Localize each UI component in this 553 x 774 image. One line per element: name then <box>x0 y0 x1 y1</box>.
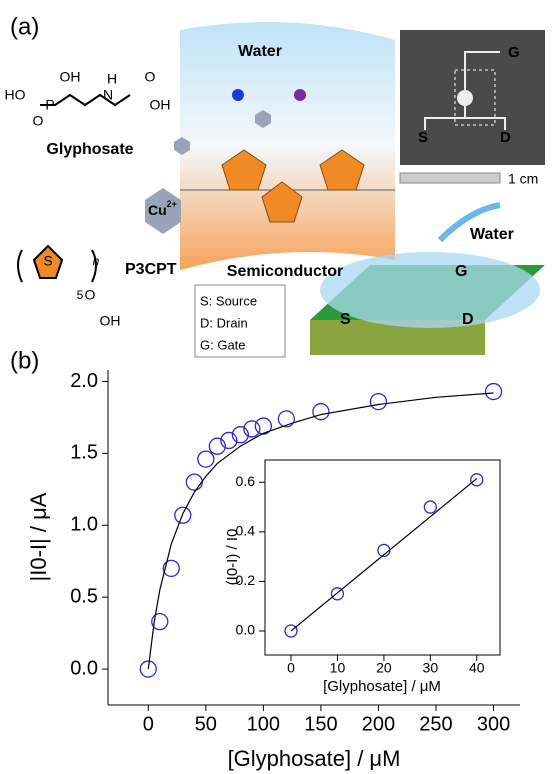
molecule <box>232 89 244 101</box>
atom-label: n <box>93 254 100 268</box>
x-tick-label: 0 <box>143 713 154 735</box>
photo-electrode: D <box>500 129 511 146</box>
x-tick-label: 200 <box>362 713 395 735</box>
molecule <box>294 89 306 101</box>
atom-label: N <box>103 87 113 103</box>
atom-label: OH <box>150 97 171 113</box>
x-axis-label: [Glyphosate] / μM <box>228 746 401 771</box>
y-tick-label: 0.6 <box>236 473 256 489</box>
scale-bar <box>400 173 500 183</box>
gate-pad <box>457 90 473 106</box>
legend-entry: D: Drain <box>200 315 248 330</box>
x-tick-label: 40 <box>469 660 485 676</box>
water-drop <box>320 252 540 328</box>
atom-label: O <box>145 69 156 85</box>
x-tick-label: 250 <box>419 713 452 735</box>
atom-label: H <box>107 71 117 87</box>
device-water: Water <box>470 226 514 243</box>
x-tick-label: 150 <box>304 713 337 735</box>
data-point <box>486 384 502 400</box>
device-electrode: D <box>462 311 474 328</box>
interface-band <box>180 22 395 270</box>
data-point <box>370 394 386 410</box>
y-tick-label: 1.0 <box>70 514 98 536</box>
photo-electrode: S <box>418 129 428 146</box>
x-tick-label: 50 <box>195 713 217 735</box>
x-tick-label: 300 <box>477 713 510 735</box>
y-axis-label: (I0-I) / I0 <box>224 529 241 586</box>
atom-label: OH <box>100 313 121 329</box>
panel-label: (a) <box>10 13 39 40</box>
y-tick-label: 2.0 <box>70 370 98 392</box>
atom-label: HO <box>5 87 26 103</box>
figure: (a) Water Semiconductor Glyphosate Cu2+ … <box>0 0 553 774</box>
water-label: Water <box>238 43 282 60</box>
photo-electrode: G <box>508 44 520 61</box>
y-tick-label: 0.0 <box>70 657 98 679</box>
x-axis-label: [Glyphosate] / μM <box>323 678 441 695</box>
x-tick-label: 10 <box>330 660 346 676</box>
y-tick-label: 0.0 <box>236 622 256 638</box>
y-tick-label: 0.5 <box>70 585 98 607</box>
p3cpt-name: P3CPT <box>125 261 177 278</box>
data-point <box>198 451 214 467</box>
x-tick-label: 100 <box>247 713 280 735</box>
atom-label: O <box>33 113 44 129</box>
legend-entry: G: Gate <box>200 337 246 352</box>
y-axis-label: |I0-I| / μA <box>26 492 51 581</box>
x-tick-label: 0 <box>287 660 295 676</box>
y-tick-label: 1.5 <box>70 442 98 464</box>
glyphosate-name: Glyphosate <box>46 141 133 158</box>
atom-label: OH <box>60 69 81 85</box>
atom-label: 5 <box>77 288 84 302</box>
device-electrode: G <box>455 263 467 280</box>
x-tick-label: 30 <box>423 660 439 676</box>
atom-label: P <box>45 97 54 113</box>
atom-label: S <box>43 253 52 269</box>
panel-label: (b) <box>10 347 39 374</box>
data-point <box>186 474 202 490</box>
atom-label: O <box>85 287 96 303</box>
scale-label: 1 cm <box>508 171 538 187</box>
x-tick-label: 20 <box>376 660 392 676</box>
legend-entry: S: Source <box>200 293 257 308</box>
data-point <box>278 411 294 427</box>
semiconductor-label: Semiconductor <box>227 263 343 280</box>
data-point <box>313 404 329 420</box>
device-electrode: S <box>340 311 351 328</box>
